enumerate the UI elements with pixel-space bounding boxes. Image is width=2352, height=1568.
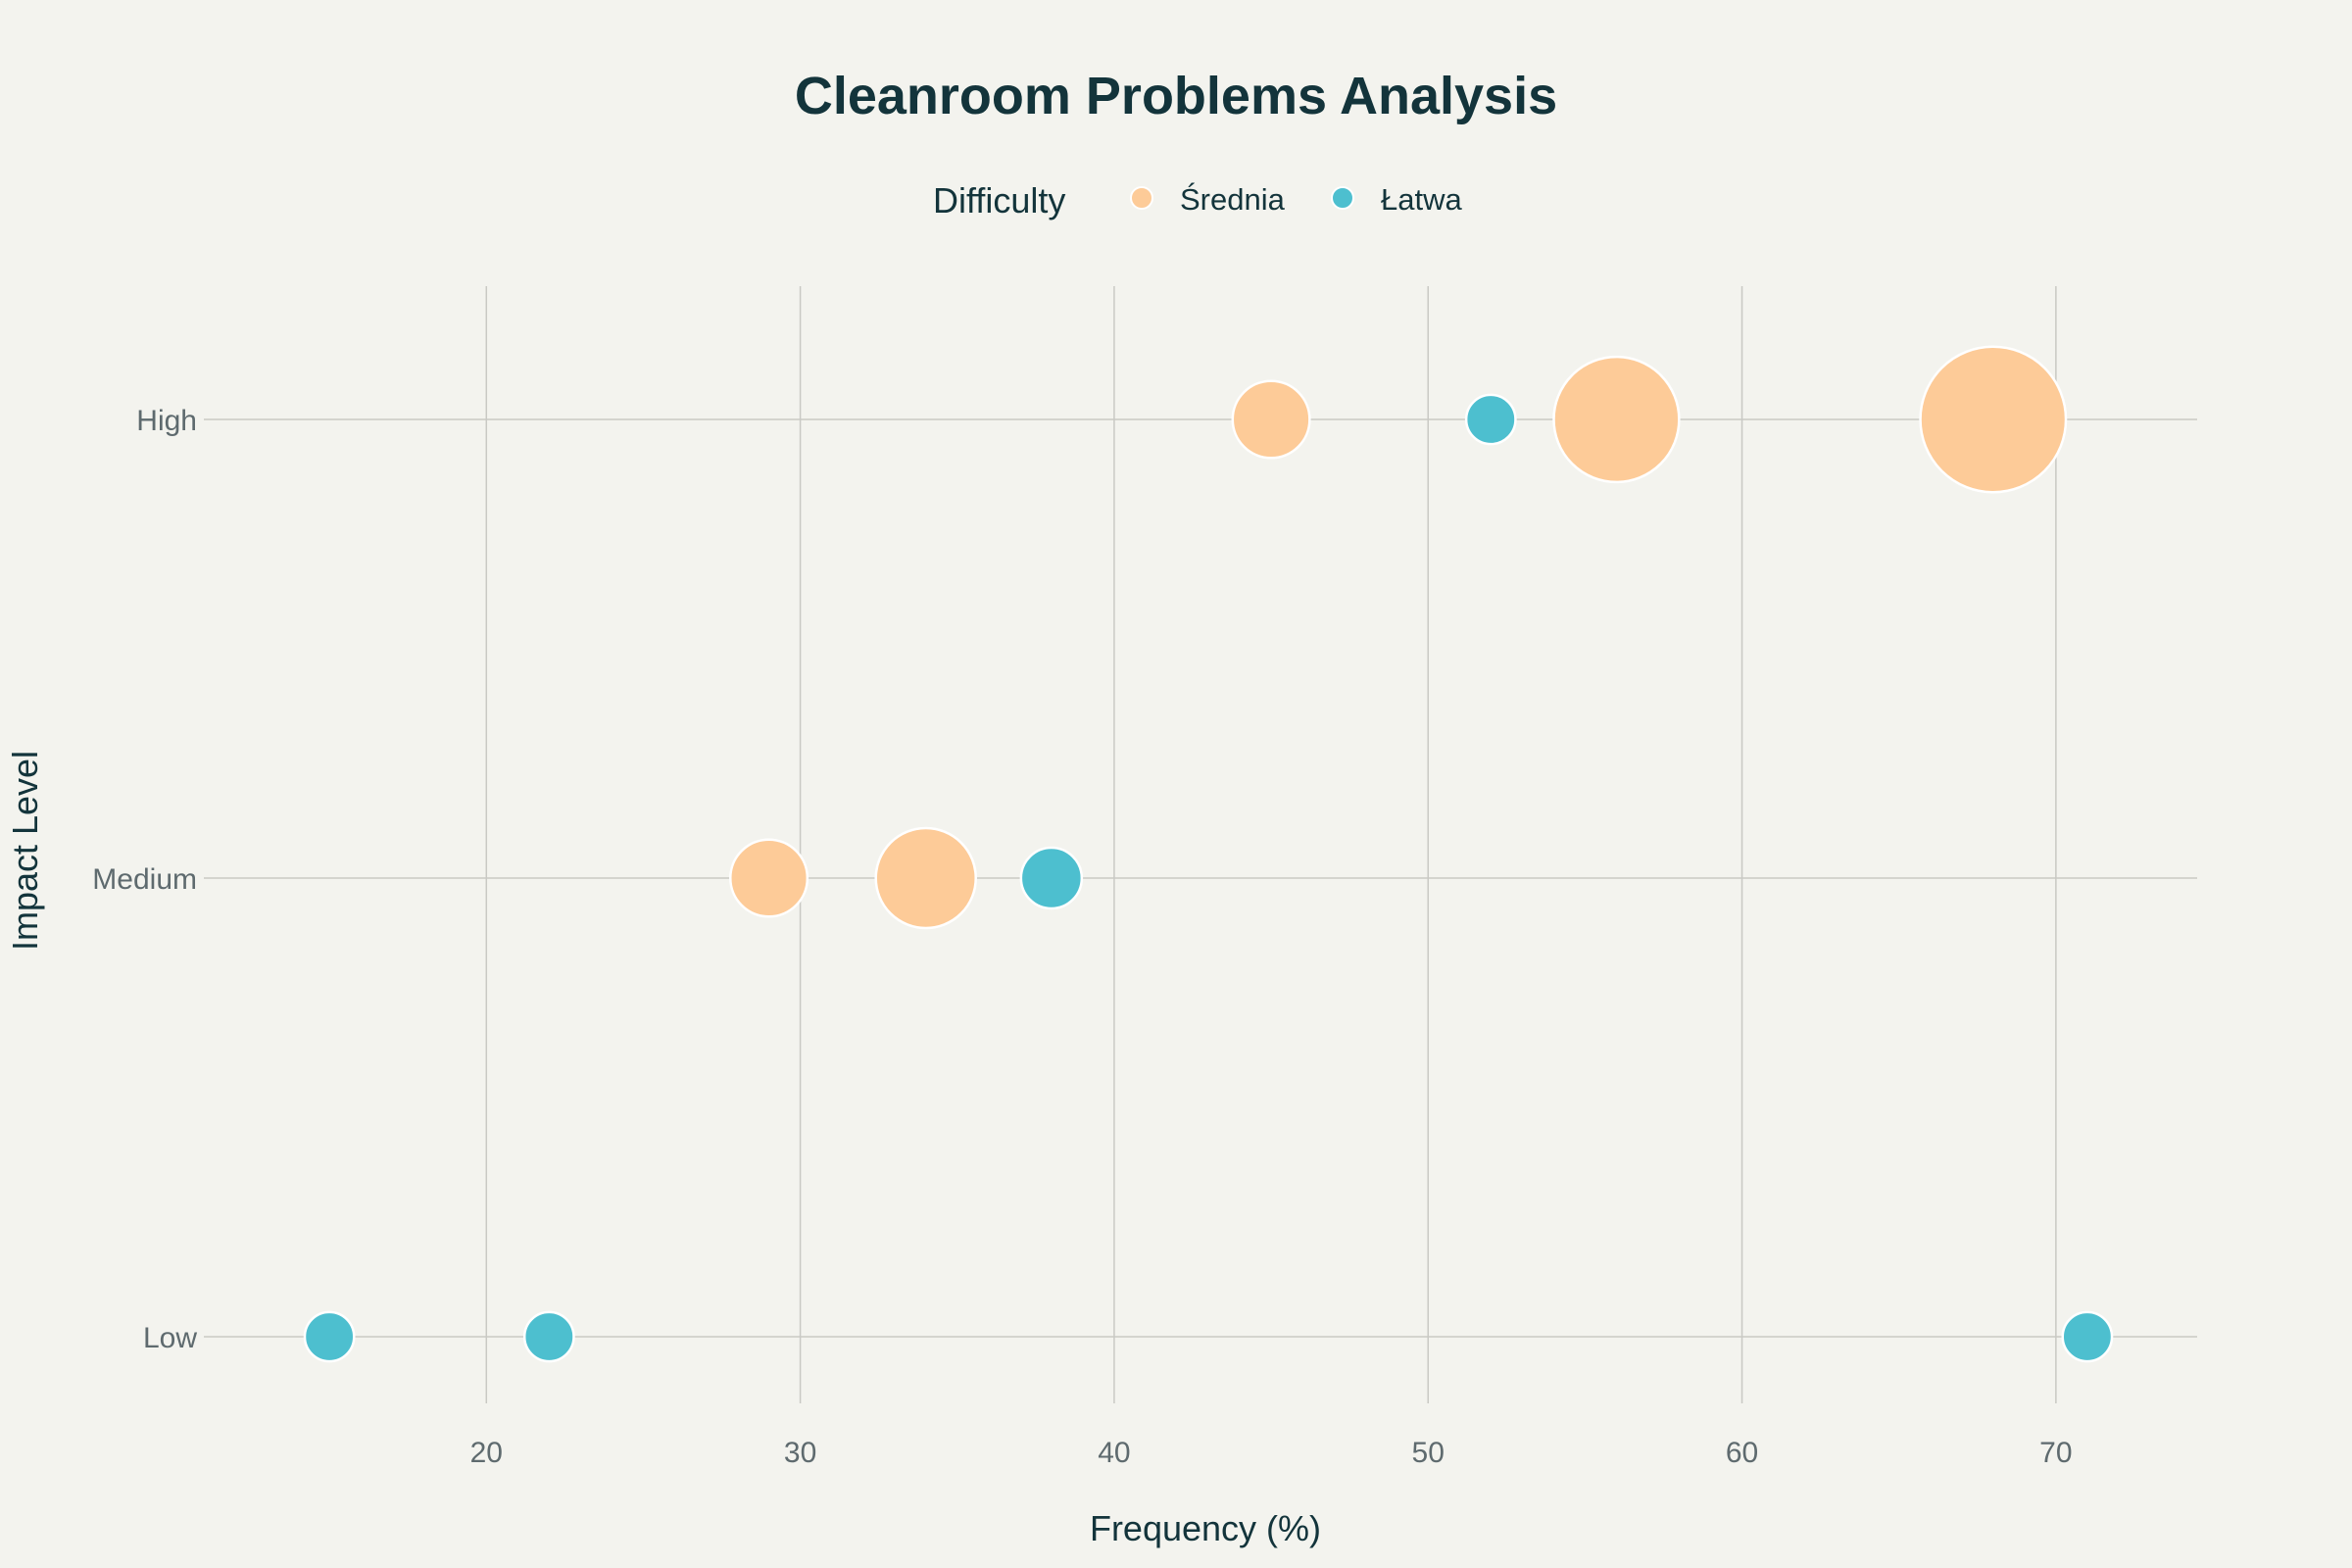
x-tick-label: 30: [784, 1437, 816, 1469]
y-tick-label: Medium: [92, 863, 197, 896]
gridlines: [204, 286, 2197, 1403]
legend-title: Difficulty: [933, 180, 1065, 220]
legend-marker: [1130, 186, 1153, 210]
legend: Difficulty Średnia Łatwa: [933, 180, 1462, 220]
bubble-srednia: [874, 826, 977, 930]
bubble-latwa: [2061, 1310, 2114, 1363]
x-axis-title: Frequency (%): [1090, 1508, 1321, 1548]
x-tick-label: 60: [1726, 1437, 1758, 1469]
x-tick-label: 40: [1098, 1437, 1130, 1469]
legend-marker: [1331, 186, 1354, 210]
bubble-srednia: [1919, 345, 2068, 494]
y-axis-ticks: Low Medium High: [92, 405, 197, 1354]
bubble-srednia: [729, 838, 809, 918]
y-tick-label: Low: [143, 1322, 197, 1354]
bubble-srednia: [1552, 355, 1681, 484]
legend-label: Średnia: [1180, 181, 1286, 217]
y-tick-label: High: [136, 405, 197, 437]
y-axis-title: Impact Level: [5, 751, 45, 951]
legend-label: Łatwa: [1381, 182, 1462, 217]
bubble-latwa: [1019, 846, 1084, 910]
bubble-latwa: [1464, 393, 1517, 446]
chart-title: Cleanroom Problems Analysis: [795, 67, 1557, 125]
x-tick-label: 70: [2039, 1437, 2072, 1469]
bubble-srednia: [1231, 379, 1311, 460]
x-tick-label: 50: [1412, 1437, 1445, 1469]
data-points: [303, 345, 2114, 1363]
bubble-latwa: [522, 1310, 575, 1363]
x-tick-label: 20: [470, 1437, 503, 1469]
x-axis-ticks: 20 30 40 50 60 70: [470, 1437, 2073, 1469]
bubble-latwa: [303, 1310, 356, 1363]
